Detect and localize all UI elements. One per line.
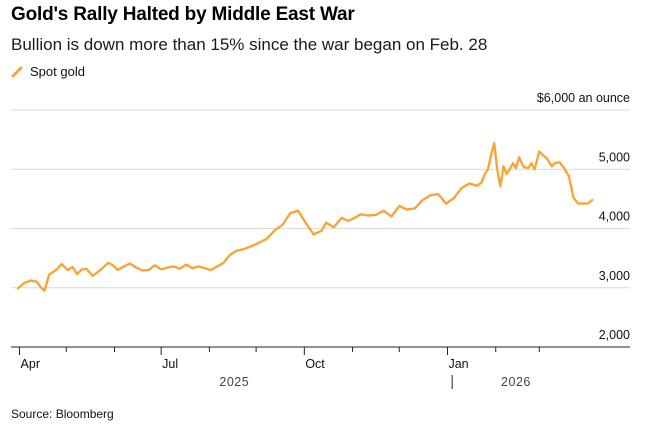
legend: Spot gold: [11, 64, 85, 79]
x-tick-label-jan: Jan: [448, 357, 468, 371]
grid-layer: [11, 109, 630, 348]
y-tick-label-4000: 4,000: [599, 210, 630, 224]
chart-subtitle: Bullion is down more than 15% since the …: [11, 35, 488, 54]
y-axis-label: $6,000 an ounce: [537, 91, 630, 105]
chart-title: Gold's Rally Halted by Middle East War: [11, 4, 355, 25]
series-layer: [16, 141, 594, 292]
y-tick-label-2000: 2,000: [599, 328, 630, 342]
source-note: Source: Bloomberg: [11, 407, 114, 421]
y-tick-label-3000: 3,000: [599, 269, 630, 283]
x-tick-label-jul: Jul: [162, 357, 178, 371]
legend-entry-spot-gold: Spot gold: [30, 64, 85, 79]
diagonal-line-icon: [11, 66, 23, 77]
series-line-spot-gold: [16, 141, 594, 292]
y-tick-label-5000: 5,000: [599, 150, 630, 164]
x-tick-label-oct: Oct: [305, 357, 325, 371]
year-label-2025: 2025: [219, 375, 249, 389]
year-label-2026: 2026: [501, 375, 531, 389]
x-tick-label-apr: Apr: [21, 357, 40, 371]
axis-layer: $6,000 an ounce 5,000 4,000 3,000 2,000 Apr Ju…: [11, 91, 630, 389]
